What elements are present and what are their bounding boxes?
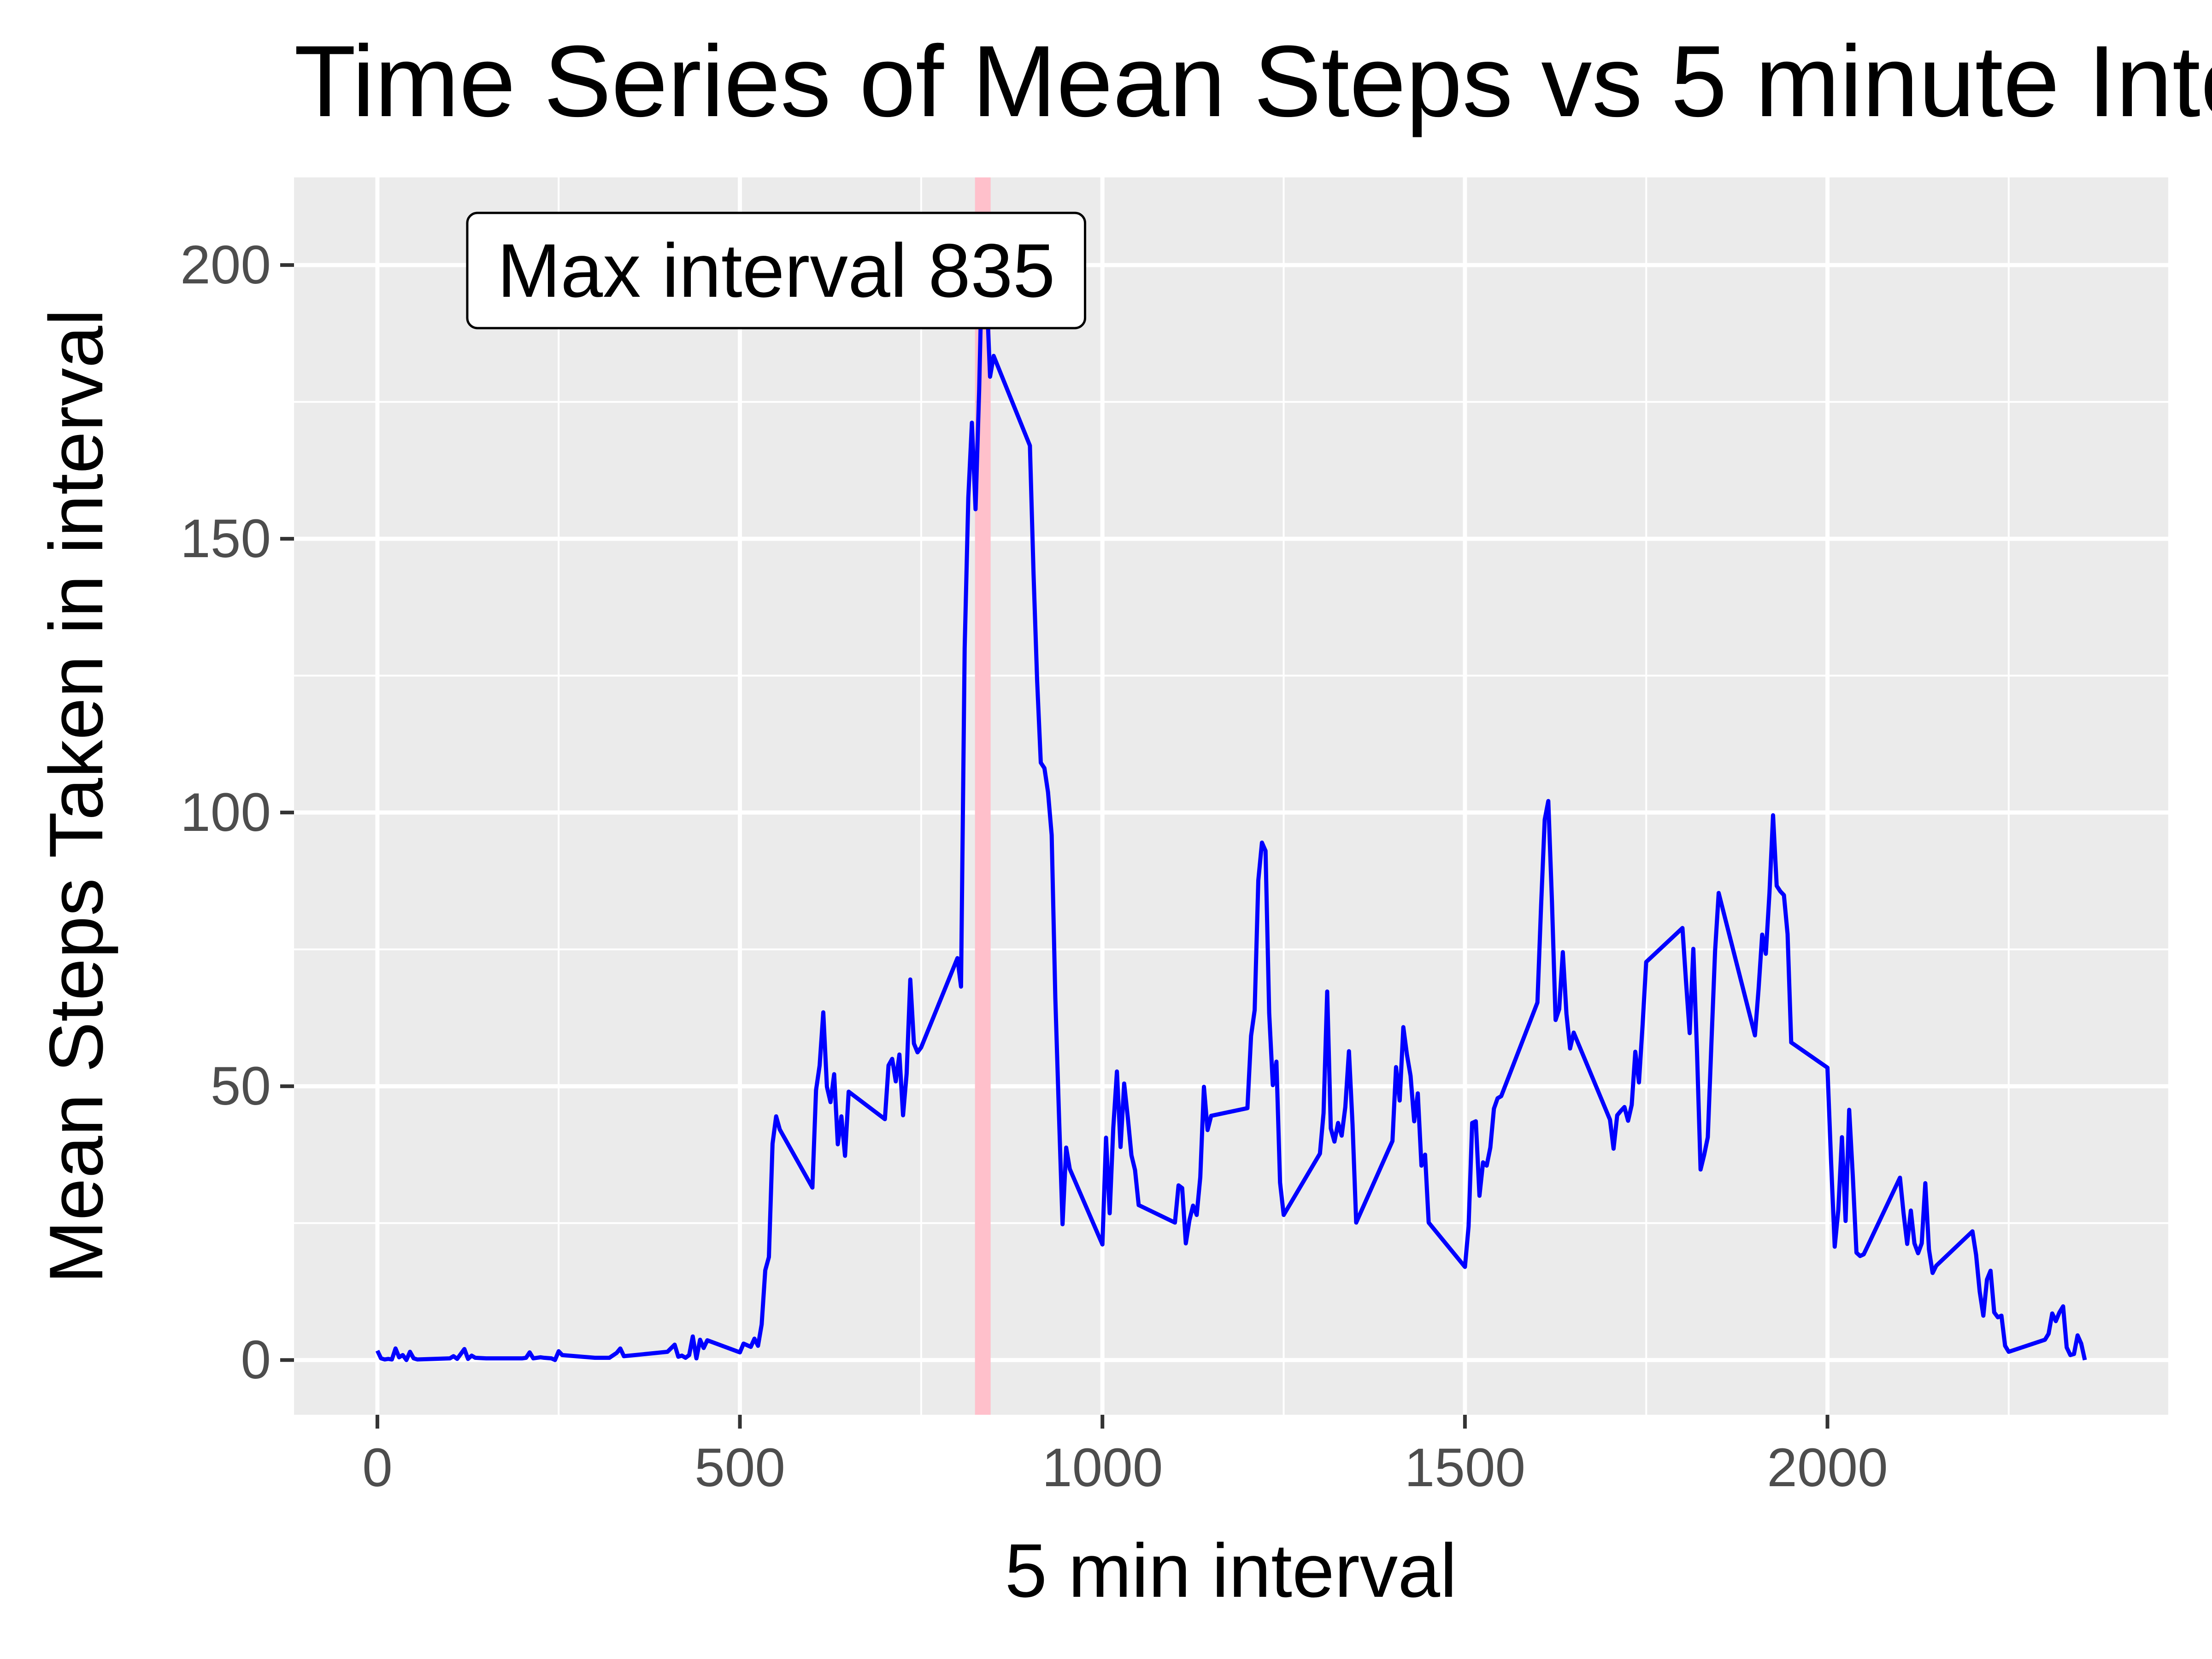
y-axis-title: Mean Steps Taken in interval — [34, 309, 118, 1284]
y-tick-label: 0 — [241, 1330, 271, 1390]
chart-title: Time Series of Mean Steps vs 5 minute In… — [294, 24, 2212, 138]
annotation-label: Max interval 835 — [497, 228, 1055, 313]
x-tick-label: 1000 — [1042, 1437, 1163, 1498]
y-tick-label: 50 — [211, 1056, 271, 1117]
x-axis-title: 5 min interval — [1005, 1528, 1457, 1613]
y-tick-label: 100 — [180, 782, 271, 843]
x-tick-label: 0 — [362, 1437, 393, 1498]
y-tick-label: 150 — [180, 508, 271, 569]
x-tick-label: 500 — [694, 1437, 785, 1498]
x-tick-label: 1500 — [1405, 1437, 1526, 1498]
plot-panel — [294, 177, 2168, 1415]
y-tick-label: 200 — [180, 235, 271, 295]
x-tick-label: 2000 — [1767, 1437, 1888, 1498]
annotation: Max interval 835 — [467, 213, 1085, 328]
